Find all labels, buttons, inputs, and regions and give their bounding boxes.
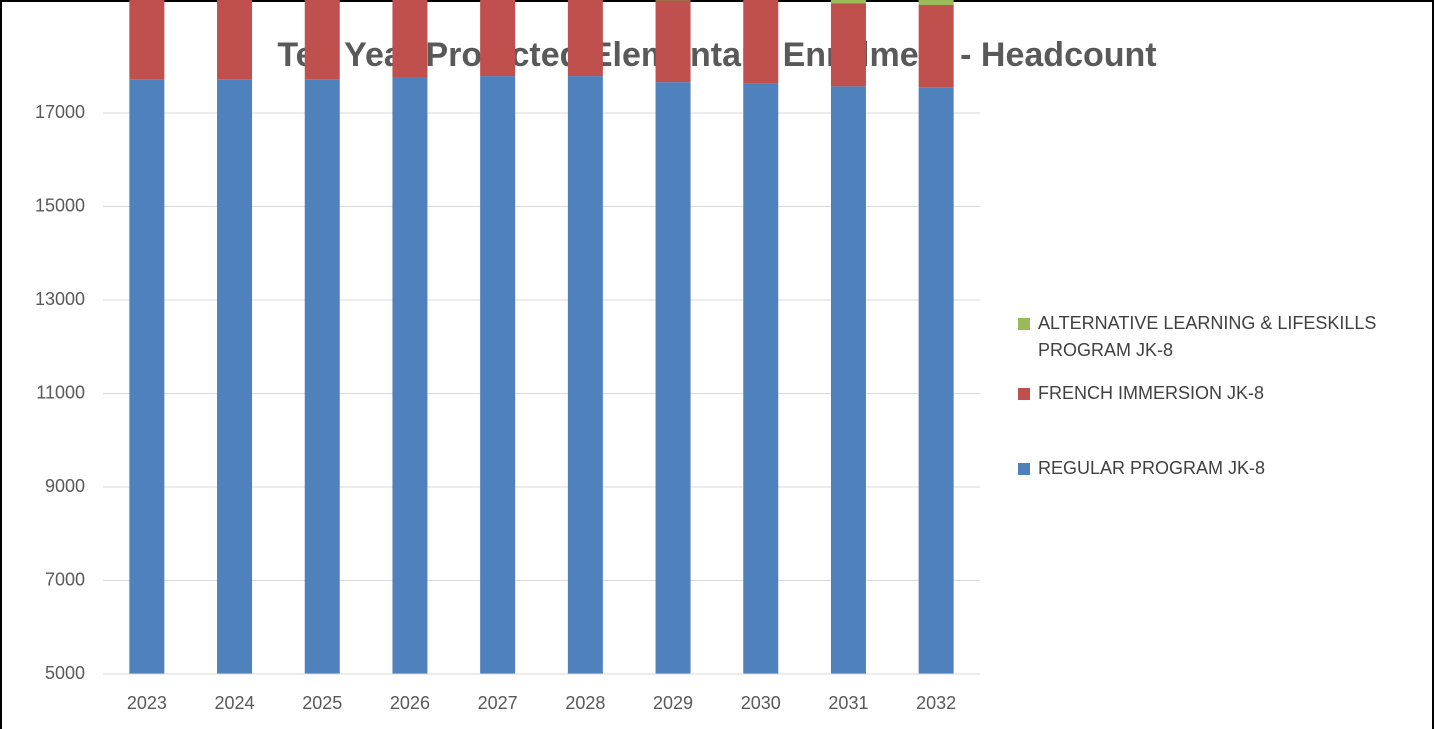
bar-segment	[129, 79, 165, 675]
legend-swatch	[1018, 388, 1030, 400]
legend-label: REGULAR PROGRAM JK-8	[1038, 458, 1266, 478]
x-tick-label: 2028	[565, 693, 605, 713]
bar-segment	[129, 0, 165, 80]
bar-segment	[918, 87, 954, 675]
legend-swatch	[1018, 463, 1030, 475]
y-tick-label: 11000	[36, 382, 85, 402]
bar-segment	[567, 76, 603, 674]
bar-segment	[304, 0, 340, 80]
y-tick-label: 15000	[35, 195, 85, 215]
x-tick-label: 2023	[127, 693, 167, 713]
y-tick-label: 5000	[45, 663, 85, 683]
legend-item: FRENCH IMMERSION JK-8	[1018, 380, 1418, 407]
legend-item: REGULAR PROGRAM JK-8	[1018, 455, 1418, 482]
legend-item: ALTERNATIVE LEARNING & LIFESKILLS PROGRA…	[1018, 310, 1418, 364]
bar-segment	[480, 76, 516, 674]
bar-segment	[918, 0, 954, 6]
x-tick-label: 2024	[215, 693, 255, 713]
x-tick-label: 2029	[653, 693, 693, 713]
bar-segment	[743, 0, 779, 84]
y-tick-label: 17000	[35, 102, 85, 122]
legend-swatch	[1018, 318, 1030, 330]
bar-segment	[480, 0, 516, 77]
bar-segment	[918, 5, 954, 88]
bar-segment	[567, 0, 603, 77]
legend-label: FRENCH IMMERSION JK-8	[1038, 383, 1265, 403]
bar-segment	[655, 0, 691, 83]
y-tick-label: 7000	[45, 569, 85, 589]
y-tick-label: 13000	[35, 289, 85, 309]
bar-segment	[830, 86, 866, 675]
x-tick-label: 2026	[390, 693, 430, 713]
bar-segment	[392, 0, 428, 78]
bar-segment	[743, 83, 779, 674]
x-tick-label: 2032	[916, 693, 956, 713]
bar-segment	[217, 0, 253, 80]
x-tick-label: 2027	[478, 693, 518, 713]
x-tick-label: 2030	[741, 693, 781, 713]
bar-segment	[655, 82, 691, 674]
legend-label: ALTERNATIVE LEARNING & LIFESKILLS PROGRA…	[1038, 313, 1377, 360]
x-tick-label: 2025	[302, 693, 342, 713]
bar-segment	[830, 0, 866, 4]
bar-segment	[304, 79, 340, 675]
bar-segment	[217, 79, 253, 675]
y-tick-label: 9000	[45, 476, 85, 496]
bar-segment	[830, 3, 866, 87]
bar-segment	[392, 77, 428, 675]
x-tick-label: 2031	[828, 693, 868, 713]
